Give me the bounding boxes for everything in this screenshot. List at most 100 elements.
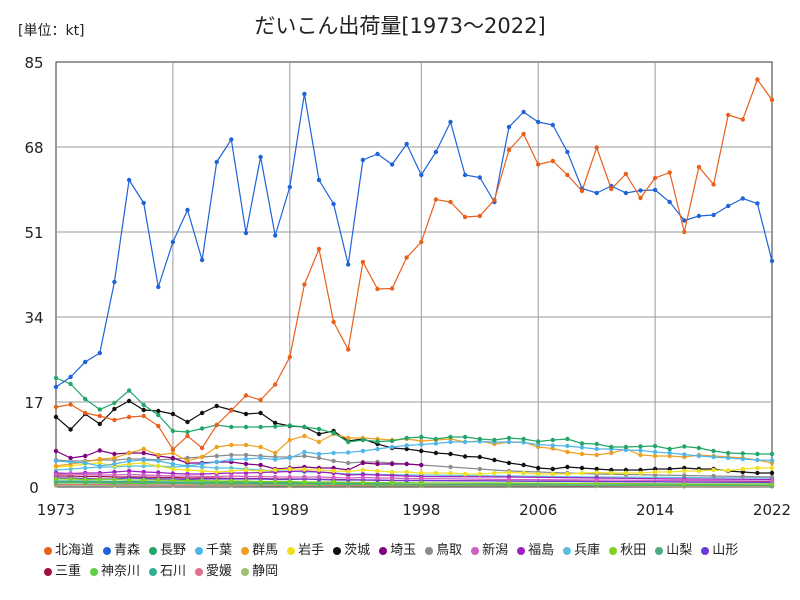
series-1-point [258,154,263,160]
series-2-point [185,429,190,435]
series-2-point [477,436,482,442]
series-6-point [185,419,190,425]
series-2-point [623,444,629,450]
series-9-point [287,474,292,480]
series-0-point [433,197,439,202]
series-1-point [652,187,658,193]
series-12-point [229,478,234,484]
series-2-point [404,435,409,441]
series-2-point [316,426,322,432]
series-5-point [667,469,672,475]
legend-marker-icon [471,546,480,555]
series-6-point [156,408,161,414]
series-1-point [68,374,73,380]
series-4-point [126,450,132,456]
legend-item: 群馬 [241,540,278,561]
series-7-point [97,448,103,453]
legend-label: 愛媛 [206,564,233,579]
series-1-point [755,201,760,206]
series-2-point [53,375,59,381]
series-6-point [258,410,263,416]
series-0-point [316,246,322,252]
series-9-point [97,472,103,478]
series-6-point [769,470,775,476]
series-4-point [316,439,322,445]
series-0-point [492,197,497,203]
series-6-point [506,460,512,466]
series-2-point [696,445,702,451]
legend-marker-icon [44,546,52,555]
series-12-point [156,477,161,483]
legend-label: 石川 [160,564,187,579]
series-3-point [141,457,146,463]
series-3-point [448,439,453,445]
series-9-point [214,474,219,479]
series-3-point [667,450,672,456]
series-4-point [199,454,205,460]
x-tick-label: 2006 [519,501,557,519]
series-2-point [638,444,643,449]
series-0-point [565,172,570,178]
series-2-point [273,424,278,429]
series-5-point [579,470,585,476]
series-3-point [433,441,439,446]
series-6-point [112,406,117,412]
series-2-point [375,439,380,444]
series-3-point [389,444,395,450]
series-0-point [170,447,176,452]
series-1-point [170,239,176,245]
series-0-point [360,259,366,265]
series-3-point [594,446,599,452]
series-5-point [740,466,745,472]
series-3-point [112,461,117,467]
series-7-point [141,450,146,456]
series-11-point [83,465,88,471]
series-7-point [404,461,409,467]
series-9-point [141,472,146,478]
legend-marker-icon [90,567,99,576]
series-5-point [696,468,702,474]
legend-marker-icon [44,567,52,576]
series-12-point [126,477,132,483]
legend-label: 山梨 [666,543,693,558]
series-7-point [419,462,424,468]
series-6-point [462,454,468,459]
series-1-point [462,172,468,178]
series-5-point [375,468,380,474]
legend-item: 青森 [103,540,140,561]
series-0-point [755,77,760,82]
series-9-point [404,476,409,481]
series-5-point [711,467,716,473]
series-12-point [682,481,687,487]
series-8-point [243,452,249,458]
series-0-point [375,286,380,292]
series-0-point [302,282,307,287]
series-7-point [68,455,73,461]
series-9-point [375,475,380,481]
legend-marker-icon [287,546,296,555]
legend-label: 千葉 [206,543,233,558]
series-2-point [302,424,307,430]
legend: 北海道 青森 長野 千葉 群馬 岩手 茨城 埼玉 鳥取 新潟 福島 兵庫 秋田 山梨 山形 三重 神奈川 石川 愛媛… [44,540,784,582]
series-14-line [56,477,773,484]
series-4-line [55,433,773,467]
series-2-point [243,424,249,430]
series-4-point [652,453,658,459]
series-1-point [185,207,190,213]
series-5-point [623,470,629,476]
y-tick-label: 17 [24,394,43,412]
series-5-point [419,470,424,476]
legend-marker-icon [379,546,388,555]
legend-label: 青森 [114,543,141,558]
series-3-point [375,446,380,452]
series-5-point [170,466,176,472]
series-3-point [199,461,205,467]
series-5-point [316,467,322,473]
series-3-point [652,449,658,455]
series-0-point [623,171,629,177]
legend-label: 茨城 [344,543,371,558]
series-2-point [199,426,205,431]
legend-item: 鳥取 [425,540,462,561]
series-4-point [97,456,103,462]
series-1-point [243,230,249,236]
